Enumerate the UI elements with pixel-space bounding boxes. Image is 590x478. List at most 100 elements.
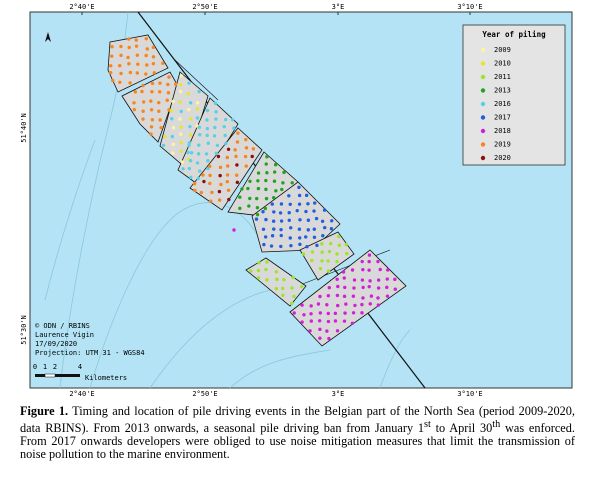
pile	[367, 259, 371, 264]
pile	[111, 78, 115, 83]
pile	[201, 173, 205, 177]
legend-label: 2016	[494, 100, 511, 108]
pile	[318, 327, 322, 332]
pile	[218, 173, 222, 178]
pile	[171, 126, 176, 130]
pile	[300, 303, 304, 307]
pile	[376, 278, 381, 282]
pile	[312, 201, 317, 205]
pile	[342, 319, 347, 323]
pile	[308, 329, 312, 333]
pile	[272, 179, 277, 183]
pile	[247, 204, 251, 208]
pile	[273, 163, 278, 167]
pile	[210, 190, 214, 195]
pile	[226, 188, 231, 192]
pile	[118, 80, 122, 84]
pile	[170, 134, 175, 139]
pile	[158, 81, 162, 85]
pile	[343, 311, 347, 315]
pile	[226, 164, 230, 168]
caption-text: Timing and location of pile driving even…	[20, 404, 576, 436]
pile	[336, 284, 340, 289]
pile	[243, 154, 248, 159]
pile	[326, 259, 330, 263]
pile	[309, 319, 313, 323]
pile	[232, 126, 236, 130]
pile	[329, 241, 333, 246]
pile	[376, 303, 381, 307]
pile	[342, 294, 347, 299]
pile	[225, 179, 229, 184]
pile	[196, 176, 200, 181]
pile	[236, 131, 240, 135]
pile	[246, 186, 250, 191]
pile	[169, 108, 174, 113]
pile	[330, 219, 334, 223]
pile	[272, 196, 276, 200]
pile	[188, 133, 193, 137]
pile	[214, 117, 218, 121]
pile	[320, 219, 325, 224]
legend-label: 2017	[494, 114, 511, 122]
scale-bar	[35, 374, 45, 377]
tick-label: 3°E	[332, 3, 345, 11]
pile	[351, 294, 356, 298]
pile	[360, 278, 365, 282]
pile	[188, 101, 193, 105]
pile	[290, 286, 294, 290]
pile	[178, 117, 182, 121]
tick-label: 2°50'E	[192, 390, 217, 398]
pile	[320, 242, 324, 246]
pile	[287, 194, 291, 198]
pile	[144, 53, 148, 58]
pile	[136, 62, 140, 66]
pile	[261, 227, 266, 232]
scale-bar	[55, 374, 80, 377]
pile	[110, 54, 114, 58]
pile	[367, 284, 371, 289]
pile	[244, 164, 248, 168]
pile	[279, 202, 284, 206]
legend-swatch	[480, 128, 486, 134]
pile	[271, 219, 276, 223]
pile	[263, 235, 268, 239]
pile	[217, 198, 222, 202]
pile	[304, 209, 308, 214]
pile	[297, 227, 302, 231]
north-arrow	[45, 32, 51, 42]
pile	[326, 311, 330, 316]
pile	[336, 303, 340, 308]
pile	[187, 143, 191, 148]
pile	[312, 227, 316, 231]
pile	[314, 216, 319, 221]
pile	[197, 143, 201, 147]
pile	[226, 147, 231, 151]
pile	[335, 293, 340, 298]
pile	[326, 269, 331, 273]
pile	[326, 294, 331, 298]
legend-swatch	[480, 142, 486, 147]
pile	[232, 228, 236, 232]
credit: Laurence Vigin	[35, 331, 94, 339]
pile	[333, 319, 338, 323]
pile	[163, 135, 167, 139]
pile	[189, 151, 194, 155]
pile	[179, 132, 183, 136]
pile	[248, 196, 252, 201]
legend-label: 2018	[494, 127, 511, 135]
pile	[192, 181, 197, 186]
pile	[144, 72, 148, 76]
pile	[235, 180, 240, 185]
pile	[272, 227, 276, 231]
pile	[173, 82, 178, 86]
pile	[250, 154, 254, 159]
pile	[306, 218, 311, 222]
pile	[127, 37, 131, 41]
pile	[222, 124, 226, 129]
scale-label: 0	[33, 363, 37, 371]
pile	[197, 125, 202, 129]
pile	[297, 202, 302, 206]
pile	[189, 117, 193, 121]
pile	[327, 336, 331, 341]
